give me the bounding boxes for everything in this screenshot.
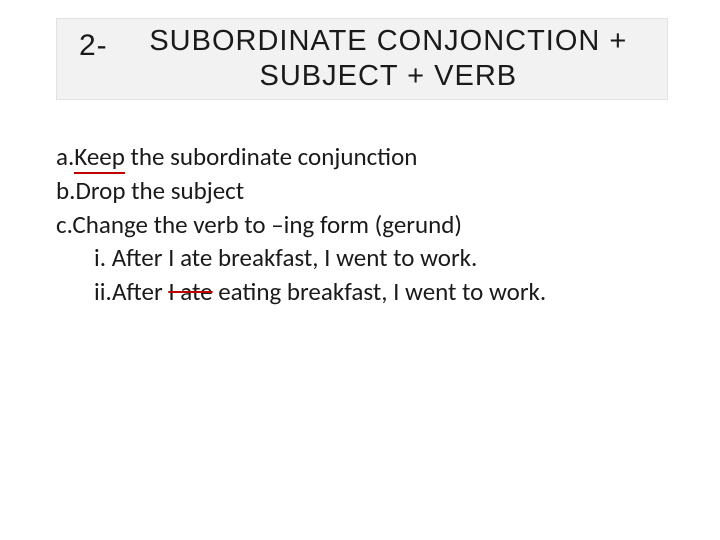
marker-i: i. [94,242,106,273]
title-box: 2- SUBORDINATE CONJONCTION + SUBJECT + V… [56,18,668,100]
title-number: 2- [57,19,120,63]
item-ii-before: After [112,276,168,307]
marker-ii: ii. [94,276,112,307]
item-ii: ii.After I ate eating breakfast, I went … [94,275,666,309]
item-i-text: After I ate breakfast, I went to work. [112,242,478,273]
marker-b: b. [56,175,75,206]
keep-underlined: Keep [74,141,125,174]
item-ii-strike: I ate [168,276,212,307]
item-c-text: Change the verb to –ing form (gerund) [72,209,462,240]
marker-c: c. [56,209,72,240]
item-b: b.Drop the subject [56,174,666,208]
marker-a: a. [56,141,74,172]
body-text: a.Keep the subordinate conjunction b.Dro… [56,140,666,309]
title-line-1: SUBORDINATE CONJONCTION + [149,25,627,57]
slide: 2- SUBORDINATE CONJONCTION + SUBJECT + V… [0,0,720,540]
item-a: a.Keep the subordinate conjunction [56,140,666,174]
item-b-text: Drop the subject [75,175,244,206]
title-main: SUBORDINATE CONJONCTION + SUBJECT + VERB [120,24,667,94]
item-ii-after: eating breakfast, I went to work. [213,276,547,307]
item-a-rest: the subordinate conjunction [125,141,418,172]
title-line-2: SUBJECT + VERB [260,60,518,92]
item-c: c.Change the verb to –ing form (gerund) [56,208,666,242]
item-i: i. After I ate breakfast, I went to work… [94,241,666,275]
